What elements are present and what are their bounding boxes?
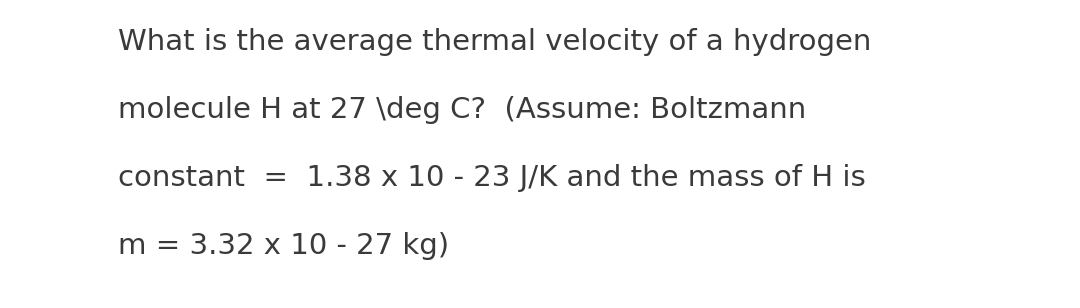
Text: constant  =  1.38 x 10 - 23 J/K and the mass of H is: constant = 1.38 x 10 - 23 J/K and the ma… [118,164,866,192]
Text: What is the average thermal velocity of a hydrogen: What is the average thermal velocity of … [118,28,872,56]
Text: molecule H at 27 \deg C?  (Assume: Boltzmann: molecule H at 27 \deg C? (Assume: Boltzm… [118,96,807,124]
Text: m = 3.32 x 10 - 27 kg): m = 3.32 x 10 - 27 kg) [118,232,449,260]
